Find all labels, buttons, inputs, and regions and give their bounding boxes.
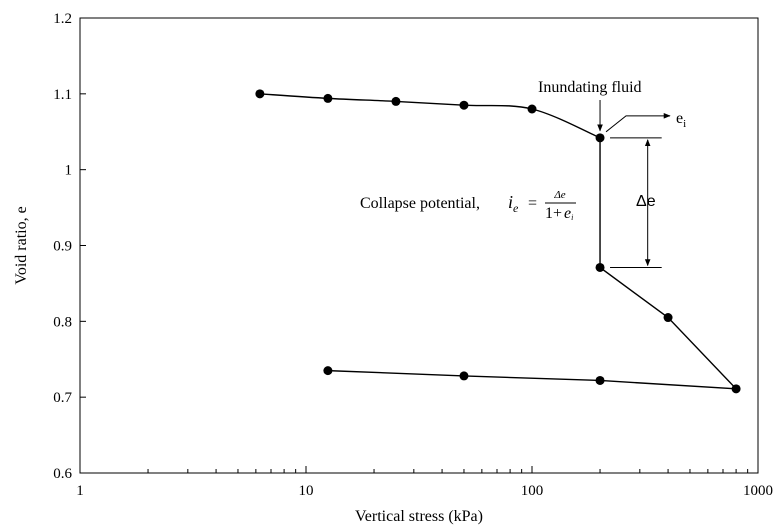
data-point [391,96,401,106]
data-point [459,100,469,110]
data-point [323,366,333,376]
data-point [595,133,605,143]
y-axis-title: Void ratio, e [13,206,30,284]
y-tick-label: 1 [65,163,73,179]
x-tick-label: 1000 [743,483,773,499]
collapse-equals: = [528,195,537,212]
ei-arrow [605,113,671,133]
data-point [323,93,333,103]
inundating-fluid-label: Inundating fluid [538,79,642,96]
annotations: Inundating fluid ei Collapse potential, … [360,79,686,268]
delta-e-label: Δe [636,193,656,210]
data-point [595,375,605,385]
collapse-symbol: ie [508,192,519,215]
formula-numerator: Δe [553,189,565,201]
data-point [663,313,673,323]
axes: 0.6 0.7 0.8 0.9 1 1.1 1.2 1 10 100 1000 Vertical st… [13,11,773,525]
plot-frame [79,17,759,474]
data-points [255,89,741,394]
y-tick-label: 0.6 [53,466,72,482]
data-point [731,384,741,394]
x-tick-label: 100 [521,483,544,499]
consolidation-curve [259,93,738,390]
y-tick-label: 1.2 [53,11,72,27]
y-tick-label: 0.8 [53,314,72,330]
curve-lines [259,93,738,390]
data-point [595,262,605,272]
data-point [527,104,537,114]
collapse-potential-label: Collapse potential, [360,195,480,212]
formula-denominator: 1+ ei [545,205,573,222]
data-point [459,371,469,381]
y-tick-label: 1.1 [53,87,72,103]
data-point [255,89,265,99]
x-tick-label: 10 [299,483,314,499]
x-tick-label: 1 [76,483,84,499]
y-tick-label: 0.9 [53,239,72,255]
y-tick-label: 0.7 [53,390,72,406]
ei-label: ei [676,110,686,130]
x-axis-title: Vertical stress (kPa) [355,508,483,525]
